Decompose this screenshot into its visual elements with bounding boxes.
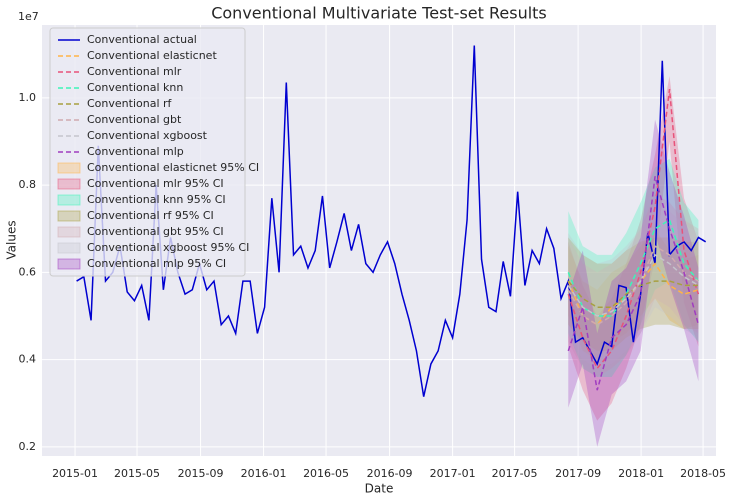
x-tick-label: 2017-09	[555, 467, 601, 480]
chart-title: Conventional Multivariate Test-set Resul…	[211, 4, 547, 23]
legend-label: Conventional rf	[87, 97, 173, 110]
legend-handle	[57, 258, 81, 270]
series-line	[76, 45, 707, 397]
confidence-band	[568, 202, 699, 369]
legend-handle	[57, 210, 81, 222]
legend-handle	[57, 194, 81, 206]
legend-box	[49, 27, 246, 277]
legend-label: Conventional mlr	[87, 65, 182, 78]
legend-label: Conventional xgboost 95% CI	[87, 241, 249, 254]
x-tick-label: 2016-09	[367, 467, 413, 480]
y-tick-label: 0.2	[19, 440, 37, 453]
x-axis-label: Date	[365, 482, 394, 496]
legend-label: Conventional mlr 95% CI	[87, 177, 224, 190]
series-line	[567, 245, 699, 326]
series-line	[567, 218, 700, 317]
legend-label: Conventional knn 95% CI	[87, 193, 226, 206]
y-axis-label: Values	[5, 220, 19, 259]
legend: Conventional actual Conventional elasticn…	[49, 27, 259, 277]
y-tick-label: 0.8	[19, 178, 37, 191]
y-tick-label: 0.4	[19, 353, 37, 366]
x-tick-label: 2018-01	[618, 467, 664, 480]
series-line	[567, 176, 700, 391]
x-tick-label: 2017-05	[492, 467, 538, 480]
plot-layer	[76, 45, 707, 447]
legend-label: Conventional elasticnet	[87, 49, 217, 62]
legend-label: Conventional rf 95% CI	[87, 209, 214, 222]
legend-handle	[57, 178, 81, 190]
x-tick-label: 2016-01	[241, 467, 287, 480]
legend-label: Conventional elasticnet 95% CI	[87, 161, 259, 174]
y-offset-label: 1e7	[18, 10, 39, 23]
y-tick-label: 0.6	[19, 265, 37, 278]
x-tick-label: 2015-05	[114, 467, 160, 480]
x-tick-label: 2017-01	[430, 467, 476, 480]
legend-label: Conventional mlp 95% CI	[87, 257, 226, 270]
legend-label: Conventional xgboost	[87, 129, 208, 142]
series-line	[567, 253, 699, 317]
legend-label: Conventional gbt 95% CI	[87, 225, 224, 238]
legend-handle	[57, 162, 81, 174]
x-tick-label: 2015-01	[52, 467, 98, 480]
legend-handle	[57, 242, 81, 254]
y-tick-label: 1.0	[19, 91, 37, 104]
legend-label: Conventional knn	[87, 81, 183, 94]
legend-label: Conventional gbt	[87, 113, 182, 126]
legend-handle	[57, 226, 81, 238]
x-tick-label: 2016-05	[303, 467, 349, 480]
x-tick-label: 2018-05	[680, 467, 726, 480]
legend-label: Conventional mlp	[87, 145, 184, 158]
confidence-band	[568, 193, 699, 378]
legend-label: Conventional actual	[87, 33, 197, 46]
x-tick-label: 2015-09	[178, 467, 224, 480]
series-line	[567, 89, 700, 370]
axes: 0.2 0.4 0.6 0.8 1.0 2015-01 2015-05 2015-09 2016…	[19, 91, 727, 480]
